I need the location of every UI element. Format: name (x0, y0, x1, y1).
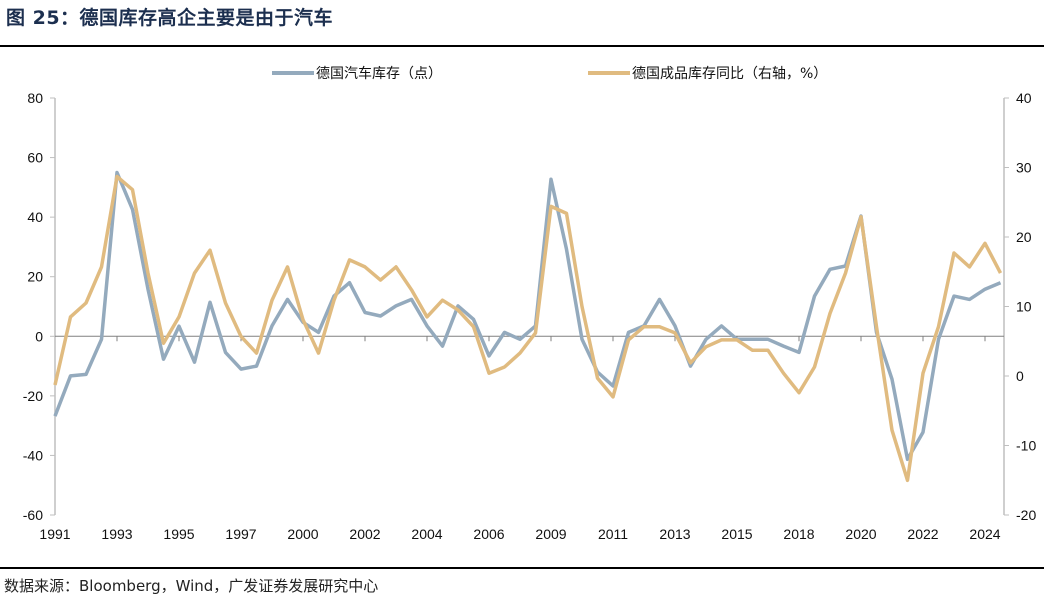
left-tick-label: -40 (23, 447, 43, 463)
x-tick-label: 2009 (535, 526, 566, 542)
bottom-divider (0, 567, 1044, 569)
right-tick-label: 40 (1016, 90, 1032, 106)
x-tick-label: 1991 (39, 526, 70, 542)
left-tick-label: -20 (23, 388, 43, 404)
x-tick-label: 1997 (225, 526, 256, 542)
series-line-auto-inventory (53, 170, 1002, 462)
right-tick-label: -20 (1016, 507, 1036, 523)
x-tick-label: 2013 (659, 526, 690, 542)
series-points-1 (54, 176, 1001, 481)
right-tick-label: 10 (1016, 299, 1032, 315)
x-tick-label: 2020 (845, 526, 876, 542)
right-tick-label: -10 (1016, 438, 1036, 454)
x-tick-label: 2000 (287, 526, 318, 542)
left-tick-label: 20 (27, 269, 43, 285)
x-tick-label: 2004 (411, 526, 442, 542)
legend-label: 德国汽车库存（点） (316, 65, 442, 82)
x-tick-label: 2002 (349, 526, 380, 542)
x-tick-label: 2011 (598, 526, 628, 542)
right-tick-label: 20 (1016, 229, 1032, 245)
x-tick-label: 1993 (101, 526, 132, 542)
left-tick-label: 0 (35, 328, 43, 344)
left-tick-label: 40 (27, 209, 43, 225)
x-tick-label: 1995 (163, 526, 194, 542)
source-note: 数据来源：Bloomberg，Wind，广发证券发展研究中心 (4, 577, 379, 595)
right-tick-label: 30 (1016, 160, 1032, 176)
left-tick-label: 80 (27, 90, 43, 106)
series-line-finished-goods-inventory (53, 174, 1003, 483)
x-tick-label: 2006 (473, 526, 504, 542)
legend-label: 德国成品库存同比（右轴，%） (632, 66, 827, 82)
top-divider (0, 45, 1044, 47)
right-tick-label: 0 (1016, 368, 1024, 384)
series-points-0 (54, 172, 1001, 460)
left-tick-label: 60 (27, 150, 43, 166)
x-tick-label: 2024 (969, 526, 1000, 542)
x-tick-label: 2018 (783, 526, 814, 542)
x-tick-label: 2022 (907, 526, 938, 542)
x-tick-label: 2015 (721, 526, 752, 542)
left-tick-label: -60 (23, 507, 43, 523)
chart-title: 图 25：德国库存高企主要是由于汽车 (6, 7, 334, 29)
